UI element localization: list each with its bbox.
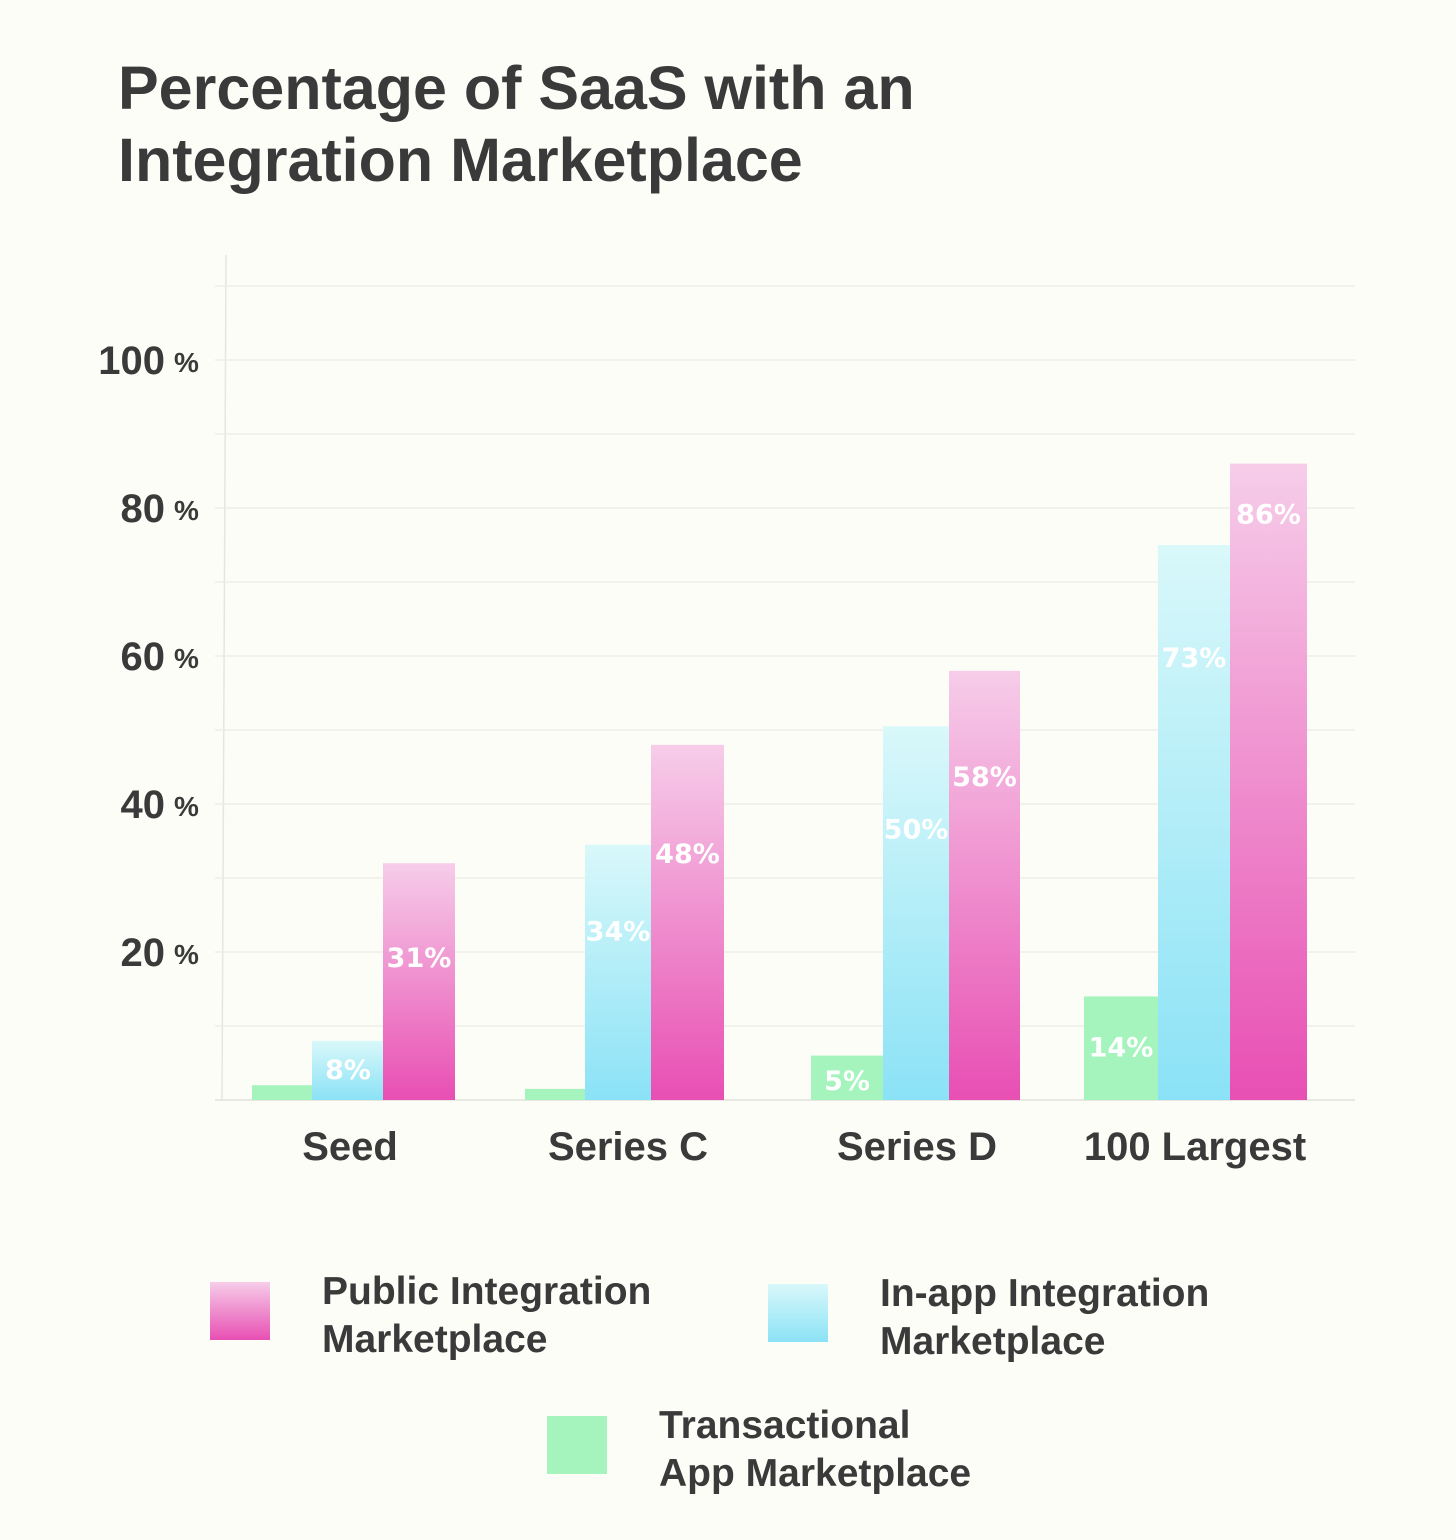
bar-chart: 20 % 40 % 60 % 80 % 100% 8% 31% 34% 48% 5% 50%58% 14% 7…: [98, 254, 1355, 1169]
data-label-public: 86%: [1236, 500, 1301, 531]
bar-public: [383, 863, 455, 1100]
data-label-inapp: 34%: [586, 917, 651, 948]
bar-inapp: [1158, 545, 1230, 1100]
chart-title-line-1: Percentage of SaaS with an: [118, 54, 915, 122]
y-tick-unit: %: [174, 643, 199, 674]
x-axis-ticks: Seed Series C Series D 100 Largest: [302, 1125, 1306, 1169]
bar-inapp: [312, 1040, 384, 1100]
data-labels: 8% 31% 34% 48% 5% 50%58% 14% 73% 86%: [325, 500, 1301, 1097]
data-label-inapp: 50%: [884, 814, 949, 845]
legend-item-public: Public Integration Marketplace: [210, 1270, 752, 1364]
chart-title-line-2: Integration Marketplace: [118, 126, 803, 194]
bar-transactional: [252, 1085, 312, 1100]
legend-label-transactional: Transactional App Marketplace: [659, 1404, 972, 1495]
bar-transactional: [811, 1055, 883, 1100]
bar-public: [1230, 463, 1307, 1101]
data-label-inapp: 8%: [325, 1055, 371, 1086]
y-tick-unit: %: [174, 791, 199, 822]
y-tick-unit: %: [174, 347, 199, 378]
y-axis-ticks: 20 % 40 % 60 % 80 % 100%: [98, 339, 199, 975]
y-tick-label: 80: [121, 487, 166, 531]
bar-public: [651, 744, 724, 1100]
y-tick-label: 20: [121, 931, 166, 975]
bar-inapp: [585, 844, 651, 1100]
y-tick-unit: %: [174, 939, 199, 970]
data-label-public: 31%: [387, 943, 452, 974]
legend-label-inapp: In-app Integration Marketplace: [880, 1272, 1210, 1363]
data-label-public: 48%: [655, 839, 720, 870]
data-label-transactional: 14%: [1089, 1032, 1154, 1063]
y-tick-label: 100: [98, 339, 165, 383]
bar-inapp: [883, 726, 949, 1100]
legend-item-transactional: Transactional App Marketplace: [547, 1404, 1089, 1498]
data-label-inapp: 73%: [1162, 643, 1227, 674]
pink-gradient-swatch-icon: [210, 1282, 270, 1340]
legend-item-inapp: In-app Integration Marketplace: [768, 1272, 1310, 1366]
bar-public: [949, 670, 1020, 1100]
bar-transactional: [525, 1088, 585, 1100]
bars: [252, 463, 1307, 1101]
data-label-public: 58%: [952, 762, 1017, 793]
y-tick-label: 60: [121, 635, 166, 679]
y-tick-label: 40: [121, 783, 166, 827]
legend-label-public: Public Integration Marketplace: [322, 1270, 652, 1361]
y-axis-line: [221, 254, 227, 1101]
x-tick-label: Series D: [837, 1125, 997, 1169]
y-tick-unit: %: [174, 495, 199, 526]
x-tick-label: Seed: [302, 1125, 398, 1169]
green-swatch-icon: [547, 1416, 607, 1474]
cyan-gradient-swatch-icon: [768, 1284, 828, 1342]
chart-title: Percentage of SaaS with an Integration M…: [118, 52, 1118, 196]
x-tick-label: Series C: [548, 1125, 708, 1169]
data-label-transactional: 5%: [824, 1066, 870, 1097]
bar-transactional: [1084, 996, 1158, 1100]
x-tick-label: 100 Largest: [1084, 1125, 1306, 1169]
